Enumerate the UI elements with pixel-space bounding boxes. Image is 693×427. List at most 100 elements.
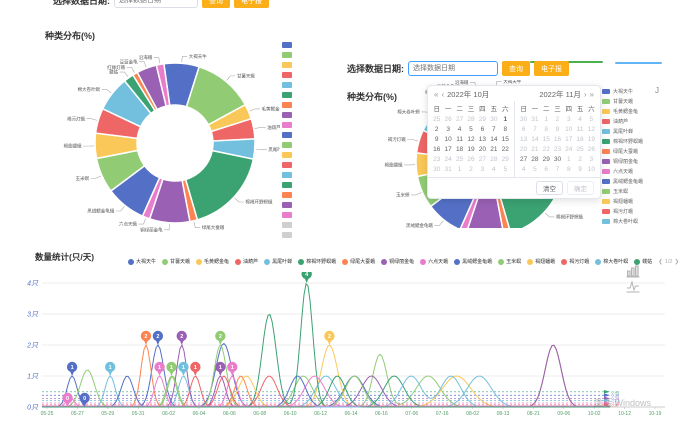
calendar-day-cell[interactable]: 28 [531,156,539,163]
calendar-day-cell[interactable]: 4 [492,166,496,173]
right-legend-item[interactable]: 毛黄鳃金龟 [602,108,643,115]
next-month-icon[interactable]: › [583,89,587,99]
calendar-day-cell[interactable]: 3 [566,116,571,123]
legend-square-棉大卷叶螟[interactable] [282,172,292,178]
series-line-蝼蛄[interactable] [42,375,610,408]
calendar-day-cell[interactable]: 9 [434,136,439,143]
calendar-day-cell[interactable]: 18 [455,146,464,153]
right-legend-item[interactable]: 油葫芦 [602,118,643,125]
calendar-day-cell[interactable]: 19 [467,146,475,153]
legend-square-甘薯天蛾[interactable] [282,52,292,58]
e-report-button[interactable]: 电子报 [234,0,269,8]
quantity-line-chart[interactable]: 0只 1只 2只 3只 4只 05-25 05-27 05-29 05-31 06-02 06-04… [0,272,693,422]
calendar-day-cell[interactable]: 8 [544,126,549,133]
calendar-day-cell[interactable]: 17 [565,136,573,143]
right-legend-item[interactable]: 褐翅蟠蛾 [602,198,643,205]
calendar-day-cell[interactable]: 5 [533,166,537,173]
chart-legend-item[interactable]: 褐翅蟠蛾 [527,258,555,265]
calendar-day-cell[interactable]: 17 [444,146,452,153]
legend-square-蝼蛄[interactable] [282,182,292,188]
calendar-day-cell[interactable]: 10 [587,166,595,173]
chart-legend-item[interactable]: 毛黄鳃金龟 [196,258,229,265]
calendar-day-cell[interactable]: 1 [503,116,508,123]
legend-square-黑尾叶蝉[interactable] [282,82,292,88]
calendar-day-cell[interactable]: 29 [478,116,487,123]
calendar-day-cell[interactable]: 12 [467,136,475,143]
chart-legend-item[interactable]: 六点天蛾 [420,258,448,265]
calendar-day-cell[interactable]: 2 [555,116,560,123]
legend-square-铜绿丽金龟[interactable] [282,112,292,118]
series-line-大褐天牛[interactable] [42,342,610,408]
calendar-day-cell[interactable]: 24 [444,156,452,163]
calendar-day-cell[interactable]: 6 [544,166,549,173]
calendar-day-cell[interactable]: 11 [456,136,463,143]
calendar-day-cell[interactable]: 30 [520,116,528,123]
calendar-day-cell[interactable]: 28 [467,116,475,123]
max-value-pin[interactable]: 2 [215,330,226,345]
calendar-day-cell[interactable]: 11 [576,126,584,133]
calendar-day-cell[interactable]: 3 [446,126,450,133]
legend-square-棉褐环野螟蛾[interactable] [282,92,292,98]
max-value-pin[interactable]: 2 [152,330,164,345]
confirm-button[interactable]: 确定 [567,181,594,195]
calendar-day-cell[interactable]: 23 [433,156,441,163]
legend-prev-icon[interactable]: ❮ [658,258,663,265]
calendar-day-cell[interactable]: 3 [480,166,485,173]
legend-square-deselected[interactable] [282,232,292,238]
legend-square-毛黄鳃金龟[interactable] [282,62,292,68]
max-value-pin[interactable]: 0 [79,392,90,407]
calendar-day-cell[interactable]: 6 [480,126,485,133]
chart-legend-item[interactable]: 棉大卷叶螟 [595,258,628,265]
next-year-icon[interactable]: » [589,89,594,99]
max-value-pin[interactable]: 2 [176,330,187,345]
calendar-day-cell[interactable]: 29 [542,156,550,163]
legend-square-褐翅蟠蛾[interactable] [282,152,292,158]
chart-legend-item[interactable]: 油葫芦 [235,258,258,265]
calendar-day-cell[interactable]: 15 [542,136,550,143]
search-button[interactable]: 查询 [202,0,230,8]
calendar-day-cell[interactable]: 29 [501,156,509,163]
calendar-day-cell[interactable]: 27 [455,116,464,123]
calendar-day-cell[interactable]: 1 [457,166,462,173]
calendar-day-cell[interactable]: 8 [503,126,508,133]
chart-legend-item[interactable]: 褐污灯蛾 [561,258,589,265]
calendar-day-cell[interactable]: 16 [433,146,441,153]
calendar-day-cell[interactable]: 13 [478,136,487,143]
calendar-day-cell[interactable]: 3 [589,156,594,163]
chart-legend-item[interactable]: 黑尾叶蝉 [264,258,292,265]
legend-next-icon[interactable]: ❯ [674,258,680,265]
legend-square-褐污灯蛾[interactable] [282,162,292,168]
calendar-day-cell[interactable]: 2 [469,166,473,173]
right-legend-item[interactable]: 玉米螟 [602,188,643,195]
legend-square-油葫芦[interactable] [282,72,292,78]
prev-year-icon[interactable]: « [434,89,439,99]
calendar-day-cell[interactable]: 21 [531,146,539,153]
max-value-pin[interactable]: 2 [324,330,335,345]
calendar-day-cell[interactable]: 10 [565,126,573,133]
calendar-day-cell[interactable]: 13 [520,136,528,143]
right-legend-item[interactable]: 大褐天牛 [602,88,643,95]
calendar-day-cell[interactable]: 18 [576,136,584,143]
date-range-input[interactable] [114,0,198,8]
max-value-pin[interactable]: 1 [166,361,177,376]
calendar-day-cell[interactable]: 25 [576,146,584,153]
chart-legend-item[interactable]: 铜绿丽金龟 [381,258,414,265]
calendar-day-cell[interactable]: 27 [520,156,528,163]
chart-legend-item[interactable]: 玉米螟 [498,258,521,265]
max-value-pin[interactable]: 1 [104,361,116,376]
calendar-day-cell[interactable]: 5 [503,166,508,173]
calendar-day-cell[interactable]: 25 [455,156,464,163]
right-legend-item[interactable]: 棉褐环野螟蛾 [602,138,643,145]
max-value-pin[interactable]: 1 [154,361,165,376]
legend-square-黑绒鳃金龟蛾[interactable] [282,132,292,138]
calendar-day-cell[interactable]: 26 [587,146,595,153]
legend-square-大褐天牛[interactable] [282,42,292,48]
chart-legend-item[interactable]: 棉褐环野螟蛾 [298,258,336,265]
calendar-day-cell[interactable]: 31 [531,116,539,123]
calendar-day-cell[interactable]: 30 [490,116,498,123]
donut-slice-棉褐环野螟蛾[interactable] [184,149,255,221]
calendar-day-cell[interactable]: 30 [553,156,562,163]
right-legend-item[interactable]: 绿尾大蚕蛾 [602,148,643,155]
calendar-day-cell[interactable]: 8 [566,166,571,173]
calendar-day-cell[interactable]: 25 [433,116,441,123]
